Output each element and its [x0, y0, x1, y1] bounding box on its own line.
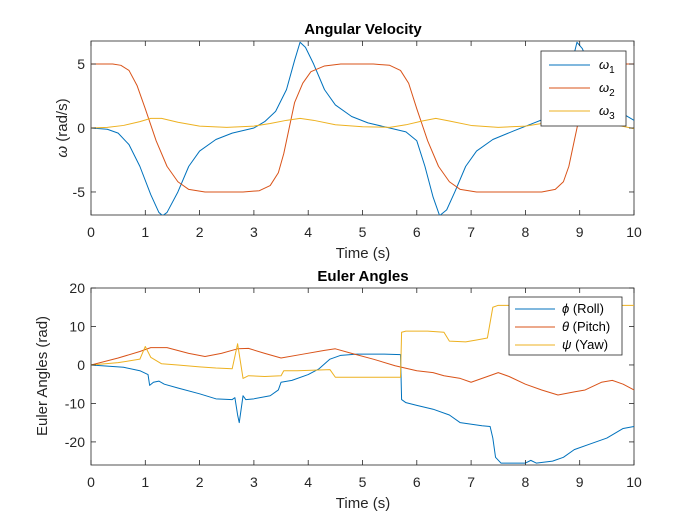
x-tick-label: 3: [250, 474, 258, 490]
x-tick-label: 9: [576, 474, 584, 490]
x-tick-label: 2: [196, 474, 204, 490]
legend-label-roll: ϕ (Roll): [562, 301, 604, 316]
legend-label-pitch: θ (Pitch): [562, 319, 610, 334]
legend-label-omega1: ω1: [599, 57, 615, 76]
y-axis-label: ω (rad/s): [54, 98, 71, 157]
x-tick-label: 2: [196, 224, 204, 240]
x-tick-label: 6: [413, 474, 421, 490]
x-axis-label: Time (s): [336, 245, 390, 262]
series-line-1: [91, 353, 634, 464]
x-tick-label: 7: [467, 224, 475, 240]
euler-angles-chart: Euler Angles 0 1 2 3 4 5 6 7 8 9 10 -20 -10 0 10 20 Tim…: [34, 268, 642, 512]
y-tick-label: 10: [69, 318, 85, 334]
y-tick-label: 20: [69, 280, 85, 296]
x-tick-label: 4: [304, 224, 312, 240]
y-axis-label-symbol: ω: [54, 146, 71, 158]
series-line-2: [91, 63, 634, 193]
x-tick-label: 10: [626, 474, 642, 490]
x-tick-label: 5: [359, 474, 367, 490]
x-tick-label: 7: [467, 474, 475, 490]
legend-label-omega2: ω2: [599, 80, 615, 99]
x-tick-label: 1: [141, 474, 149, 490]
y-axis-label: Euler Angles (rad): [34, 316, 51, 436]
series-line-3: [91, 304, 634, 379]
legend-label-omega3: ω3: [599, 103, 615, 122]
x-tick-label: 10: [626, 224, 642, 240]
x-tick-label: 1: [141, 224, 149, 240]
x-tick-label: 4: [304, 474, 312, 490]
x-tick-label: 8: [522, 474, 530, 490]
legend: ω1 ω2 ω3: [540, 50, 627, 127]
y-tick-label: -5: [73, 184, 86, 200]
chart-title: Euler Angles: [317, 268, 408, 285]
x-axis-label: Time (s): [336, 495, 390, 512]
y-tick-label: 5: [77, 56, 85, 72]
y-tick-label: 0: [77, 120, 85, 136]
x-tick-label: 5: [359, 224, 367, 240]
x-tick-label: 8: [522, 224, 530, 240]
x-tick-label: 0: [87, 474, 95, 490]
x-tick-label: 0: [87, 224, 95, 240]
x-tick-label: 9: [576, 224, 584, 240]
angular-velocity-chart: Angular Velocity 0 1 2 3 4 5 6 7 8 9 10 -5 0 5 Time (…: [54, 21, 642, 262]
y-axis-label-unit: (rad/s): [54, 98, 71, 146]
y-tick-label: -10: [65, 395, 85, 411]
legend-label-yaw: ψ (Yaw): [562, 337, 608, 352]
chart-title: Angular Velocity: [304, 21, 422, 38]
y-tick-label: -20: [65, 434, 85, 450]
x-tick-label: 6: [413, 224, 421, 240]
legend: ϕ (Roll) θ (Pitch) ψ (Yaw): [508, 296, 623, 356]
series-line-2: [91, 347, 634, 396]
y-tick-label: 0: [77, 357, 85, 373]
x-tick-label: 3: [250, 224, 258, 240]
